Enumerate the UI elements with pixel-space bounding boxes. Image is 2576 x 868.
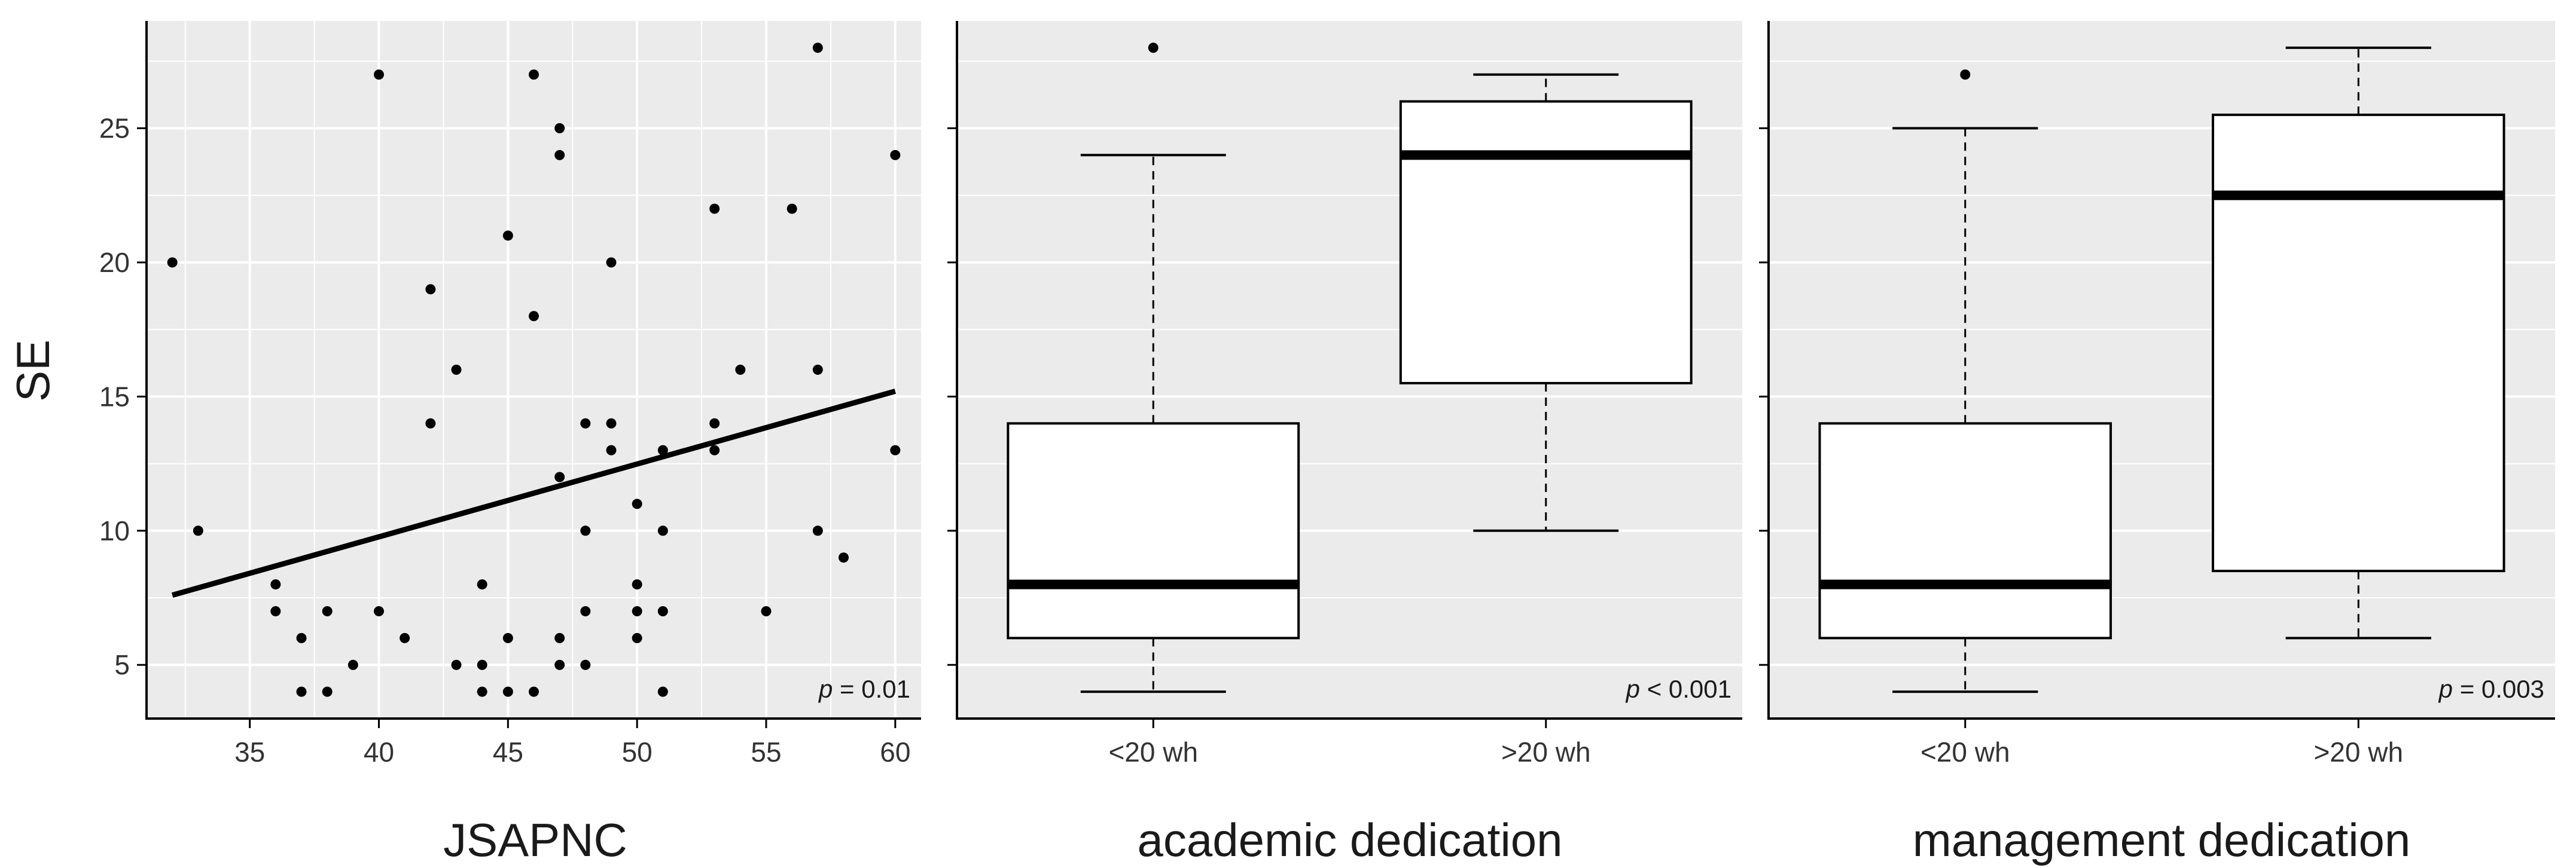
scatter-point xyxy=(529,69,539,80)
p-value-annotation: p < 0.001 xyxy=(1625,675,1731,703)
scatter-point xyxy=(270,606,281,616)
scatter-point xyxy=(554,659,565,670)
scatter-point xyxy=(529,311,539,322)
scatter-point xyxy=(193,525,203,536)
scatter-point xyxy=(632,632,642,643)
scatter-point xyxy=(580,525,591,536)
scatter-point xyxy=(322,606,333,616)
scatter-point xyxy=(890,149,901,160)
scatter-point xyxy=(451,659,462,670)
scatter-point xyxy=(425,284,436,295)
scatter-point xyxy=(374,69,384,80)
scatter-point xyxy=(554,123,565,134)
y-tick-label: 10 xyxy=(99,515,130,546)
x-tick-label: >20 wh xyxy=(2313,736,2403,768)
x-tick-label: 35 xyxy=(234,736,265,768)
scatter-point xyxy=(632,499,642,509)
management-boxplot-panel: <20 wh >20 wh p = 0.003 xyxy=(1759,21,2555,768)
box-iqr xyxy=(1399,100,1693,384)
y-tick-label: 5 xyxy=(114,649,130,680)
x-tick-label: <20 wh xyxy=(1920,736,2010,768)
scatter-point xyxy=(761,606,772,616)
scatter-point xyxy=(374,606,384,616)
scatter-point xyxy=(812,42,823,53)
x-axis-label-management-dedication: management dedication xyxy=(1913,814,2411,866)
scatter-point xyxy=(709,203,720,214)
x-tick-label: 55 xyxy=(751,736,781,768)
scatter-point xyxy=(735,365,746,375)
box-iqr xyxy=(1007,422,1300,640)
x-axis-label-academic-dedication: academic dedication xyxy=(1137,814,1562,866)
scatter-point xyxy=(812,365,823,375)
x-tick-label: 45 xyxy=(493,736,523,768)
p-value-annotation: p = 0.003 xyxy=(2438,675,2544,703)
scatter-panel: 5 10 15 20 25 35 40 45 50 55 60 p = 0.01 xyxy=(99,21,921,768)
x-axis-label-jsapnc: JSAPNC xyxy=(443,814,627,866)
box-iqr xyxy=(1818,422,2112,640)
scatter-point xyxy=(580,606,591,616)
scatter-point xyxy=(477,579,487,590)
scatter-point xyxy=(554,632,565,643)
y-axis-label: SE xyxy=(7,340,59,402)
scatter-point xyxy=(296,632,307,643)
academic-boxplot-panel: <20 wh >20 wh p < 0.001 xyxy=(947,21,1742,768)
scatter-point xyxy=(347,659,358,670)
scatter-point xyxy=(657,525,668,536)
scatter-point xyxy=(529,686,539,697)
y-tick-label: 15 xyxy=(99,381,130,412)
scatter-point xyxy=(451,365,462,375)
scatter-point xyxy=(657,606,668,616)
scatter-point xyxy=(322,686,333,697)
regression-line xyxy=(171,389,897,598)
scatter-point xyxy=(812,525,823,536)
scatter-point xyxy=(657,686,668,697)
scatter-point xyxy=(580,418,591,429)
x-tick-label: 60 xyxy=(880,736,910,768)
x-tick-label: 50 xyxy=(622,736,653,768)
y-tick-label: 25 xyxy=(99,113,130,144)
outlier-point xyxy=(1148,42,1159,53)
scatter-point xyxy=(786,203,797,214)
outlier-point xyxy=(1960,69,1971,80)
scatter-point xyxy=(839,552,849,563)
scatter-point xyxy=(890,445,901,456)
scatter-point xyxy=(502,230,513,241)
scatter-point xyxy=(296,686,307,697)
x-tick-label: 40 xyxy=(364,736,394,768)
x-tick-label: <20 wh xyxy=(1108,736,1198,768)
scatter-point xyxy=(657,445,668,456)
y-tick-label: 20 xyxy=(99,247,130,278)
scatter-point xyxy=(502,686,513,697)
scatter-point xyxy=(167,257,178,268)
scatter-point xyxy=(606,257,617,268)
scatter-point xyxy=(709,418,720,429)
scatter-point xyxy=(502,632,513,643)
scatter-point xyxy=(554,149,565,160)
scatter-point xyxy=(709,445,720,456)
p-value-annotation: p = 0.01 xyxy=(818,675,910,703)
scatter-point xyxy=(632,579,642,590)
scatter-point xyxy=(606,418,617,429)
scatter-point xyxy=(632,606,642,616)
panel-background xyxy=(147,21,921,719)
scatter-point xyxy=(425,418,436,429)
scatter-point xyxy=(400,632,410,643)
box-iqr xyxy=(2211,114,2505,573)
scatter-point xyxy=(270,579,281,590)
scatter-point xyxy=(606,445,617,456)
scatter-point xyxy=(580,659,591,670)
scatter-point xyxy=(477,686,487,697)
scatter-point xyxy=(554,472,565,482)
x-tick-label: >20 wh xyxy=(1501,736,1591,768)
scatter-point xyxy=(477,659,487,670)
